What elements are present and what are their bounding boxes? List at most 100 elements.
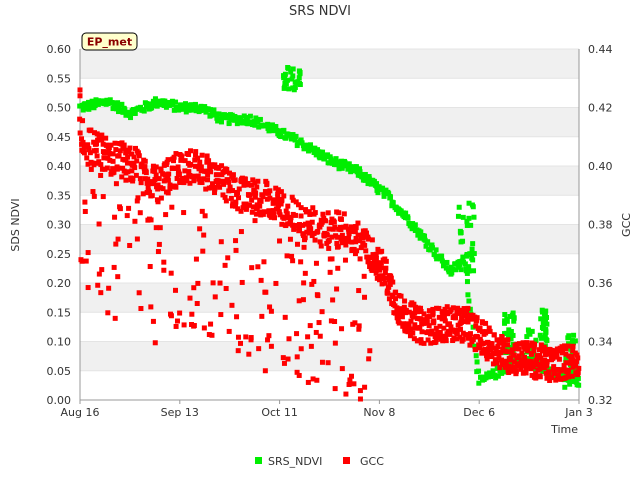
gcc-point [255, 264, 261, 270]
srs-ndvi-point [576, 382, 582, 388]
gcc-point [195, 155, 201, 161]
gcc-point [248, 335, 254, 341]
gcc-point [320, 211, 326, 217]
gcc-point [107, 157, 113, 163]
gcc-point [436, 305, 442, 311]
srs-ndvi-point [433, 247, 439, 253]
gcc-point [93, 147, 99, 153]
gcc-point [497, 340, 503, 346]
gcc-point [110, 166, 116, 172]
gcc-point [96, 271, 102, 277]
srs-ndvi-point [122, 107, 128, 113]
gcc-point [520, 340, 526, 346]
y-tick-left: 0.45 [47, 131, 72, 144]
srs-ndvi-point [575, 375, 581, 381]
gcc-point [131, 162, 137, 168]
gcc-point [562, 343, 568, 349]
gcc-point [293, 223, 299, 229]
gcc-point [215, 172, 221, 178]
gcc-point [289, 253, 295, 259]
gcc-point [481, 340, 487, 346]
srs-ndvi-point [466, 200, 472, 206]
gcc-point [265, 337, 271, 343]
gcc-point [370, 255, 376, 261]
srs-ndvi-point [147, 101, 153, 107]
srs-ndvi-point [272, 124, 278, 130]
gcc-point [225, 255, 231, 261]
gcc-point [148, 217, 154, 223]
gcc-point [426, 308, 432, 314]
gcc-point [273, 185, 279, 191]
gcc-point [544, 351, 550, 357]
gcc-point [537, 366, 543, 372]
gcc-point [191, 173, 197, 179]
ep-met-badge: EP_met [81, 32, 138, 51]
gcc-point [354, 248, 360, 254]
gcc-point [309, 219, 315, 225]
gcc-point [129, 151, 135, 157]
gcc-point [442, 306, 448, 312]
gcc-point [308, 343, 314, 349]
gcc-point [311, 230, 317, 236]
gcc-point [411, 336, 417, 342]
gcc-point [115, 236, 121, 242]
gcc-point [191, 323, 197, 329]
srs-ndvi-point [297, 68, 303, 74]
gcc-point [544, 359, 550, 365]
gcc-point [353, 225, 359, 231]
srs-ndvi-point [92, 103, 98, 109]
gcc-point [495, 350, 501, 356]
gcc-point [346, 381, 352, 387]
gcc-point [519, 350, 525, 356]
gcc-point [360, 235, 366, 241]
gcc-point [263, 190, 269, 196]
gcc-point [464, 312, 470, 318]
srs-ndvi-point [283, 135, 289, 141]
gcc-point [315, 228, 321, 234]
srs-ndvi-point [312, 145, 318, 151]
gcc-point [230, 172, 236, 178]
gcc-point [528, 359, 534, 365]
srs-ndvi-point [423, 243, 429, 249]
gcc-point [316, 320, 322, 326]
gcc-point [511, 352, 517, 358]
gcc-point [465, 319, 471, 325]
gcc-point [289, 194, 295, 200]
gcc-point [95, 282, 101, 288]
srs-ndvi-point [561, 371, 567, 377]
gcc-point [208, 321, 214, 327]
gcc-point [260, 194, 266, 200]
srs-ndvi-point [286, 86, 292, 92]
srs-ndvi-point [104, 97, 110, 103]
gcc-point [188, 161, 194, 167]
gcc-point [539, 348, 545, 354]
gcc-point [205, 177, 211, 183]
gcc-point [450, 327, 456, 333]
gcc-point [253, 211, 259, 217]
gcc-point [206, 332, 212, 338]
gcc-point [132, 218, 138, 224]
gcc-point [319, 309, 325, 315]
gcc-point [217, 280, 223, 286]
gcc-point [258, 277, 264, 283]
gcc-point [245, 182, 251, 188]
gcc-point [343, 242, 349, 248]
gcc-point [524, 340, 530, 346]
gcc-point [355, 232, 361, 238]
srs-ndvi-point [537, 332, 543, 338]
gcc-point [453, 315, 459, 321]
gcc-point [275, 194, 281, 200]
gcc-point [411, 301, 417, 307]
x-tick-label: Nov 8 [363, 406, 395, 419]
gcc-point [527, 343, 533, 349]
gcc-point [313, 260, 319, 266]
srs-ndvi-point [353, 164, 359, 170]
gcc-point [136, 153, 142, 159]
gcc-point [126, 205, 132, 211]
gcc-point [98, 162, 104, 168]
legend-label-gcc: GCC [360, 455, 384, 468]
gcc-point [479, 329, 485, 335]
gcc-point [96, 221, 102, 227]
gcc-point [221, 181, 227, 187]
gcc-point [145, 176, 151, 182]
